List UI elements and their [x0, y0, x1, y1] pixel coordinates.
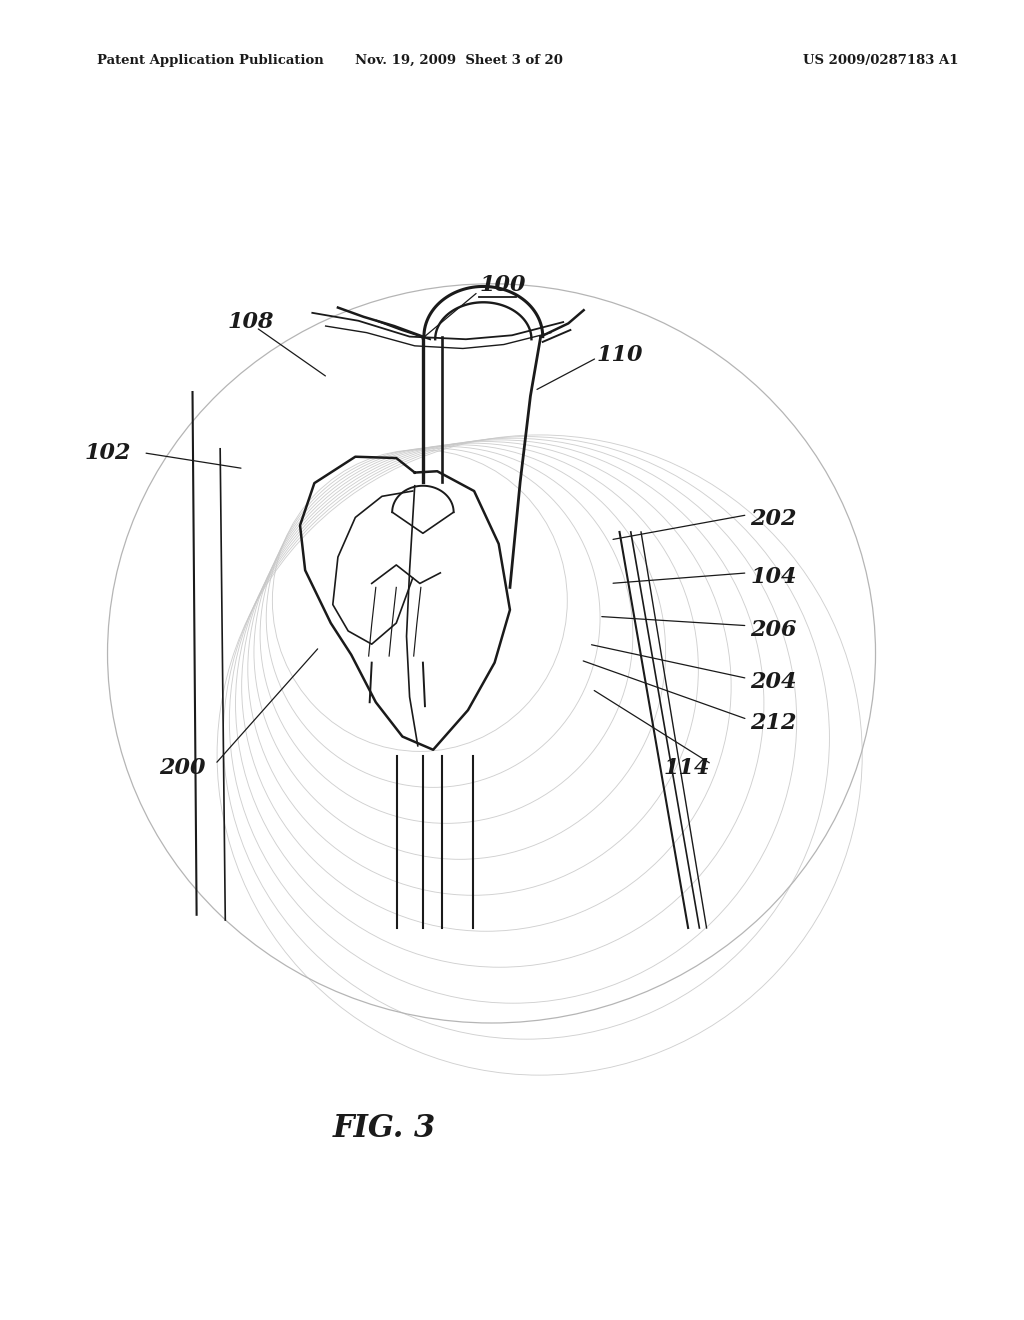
Text: 212: 212 [751, 713, 797, 734]
Text: 100: 100 [479, 275, 525, 296]
Text: 204: 204 [751, 672, 797, 693]
Text: 110: 110 [597, 345, 643, 366]
Text: FIG. 3: FIG. 3 [333, 1113, 435, 1144]
Text: 202: 202 [751, 508, 797, 529]
Text: 102: 102 [85, 442, 131, 463]
Text: 200: 200 [159, 758, 205, 779]
Text: 206: 206 [751, 619, 797, 640]
Text: 114: 114 [664, 758, 710, 779]
Text: Patent Application Publication: Patent Application Publication [97, 54, 324, 67]
Text: US 2009/0287183 A1: US 2009/0287183 A1 [803, 54, 958, 67]
Text: Nov. 19, 2009  Sheet 3 of 20: Nov. 19, 2009 Sheet 3 of 20 [354, 54, 563, 67]
Text: 108: 108 [227, 312, 273, 333]
Text: 104: 104 [751, 566, 797, 587]
